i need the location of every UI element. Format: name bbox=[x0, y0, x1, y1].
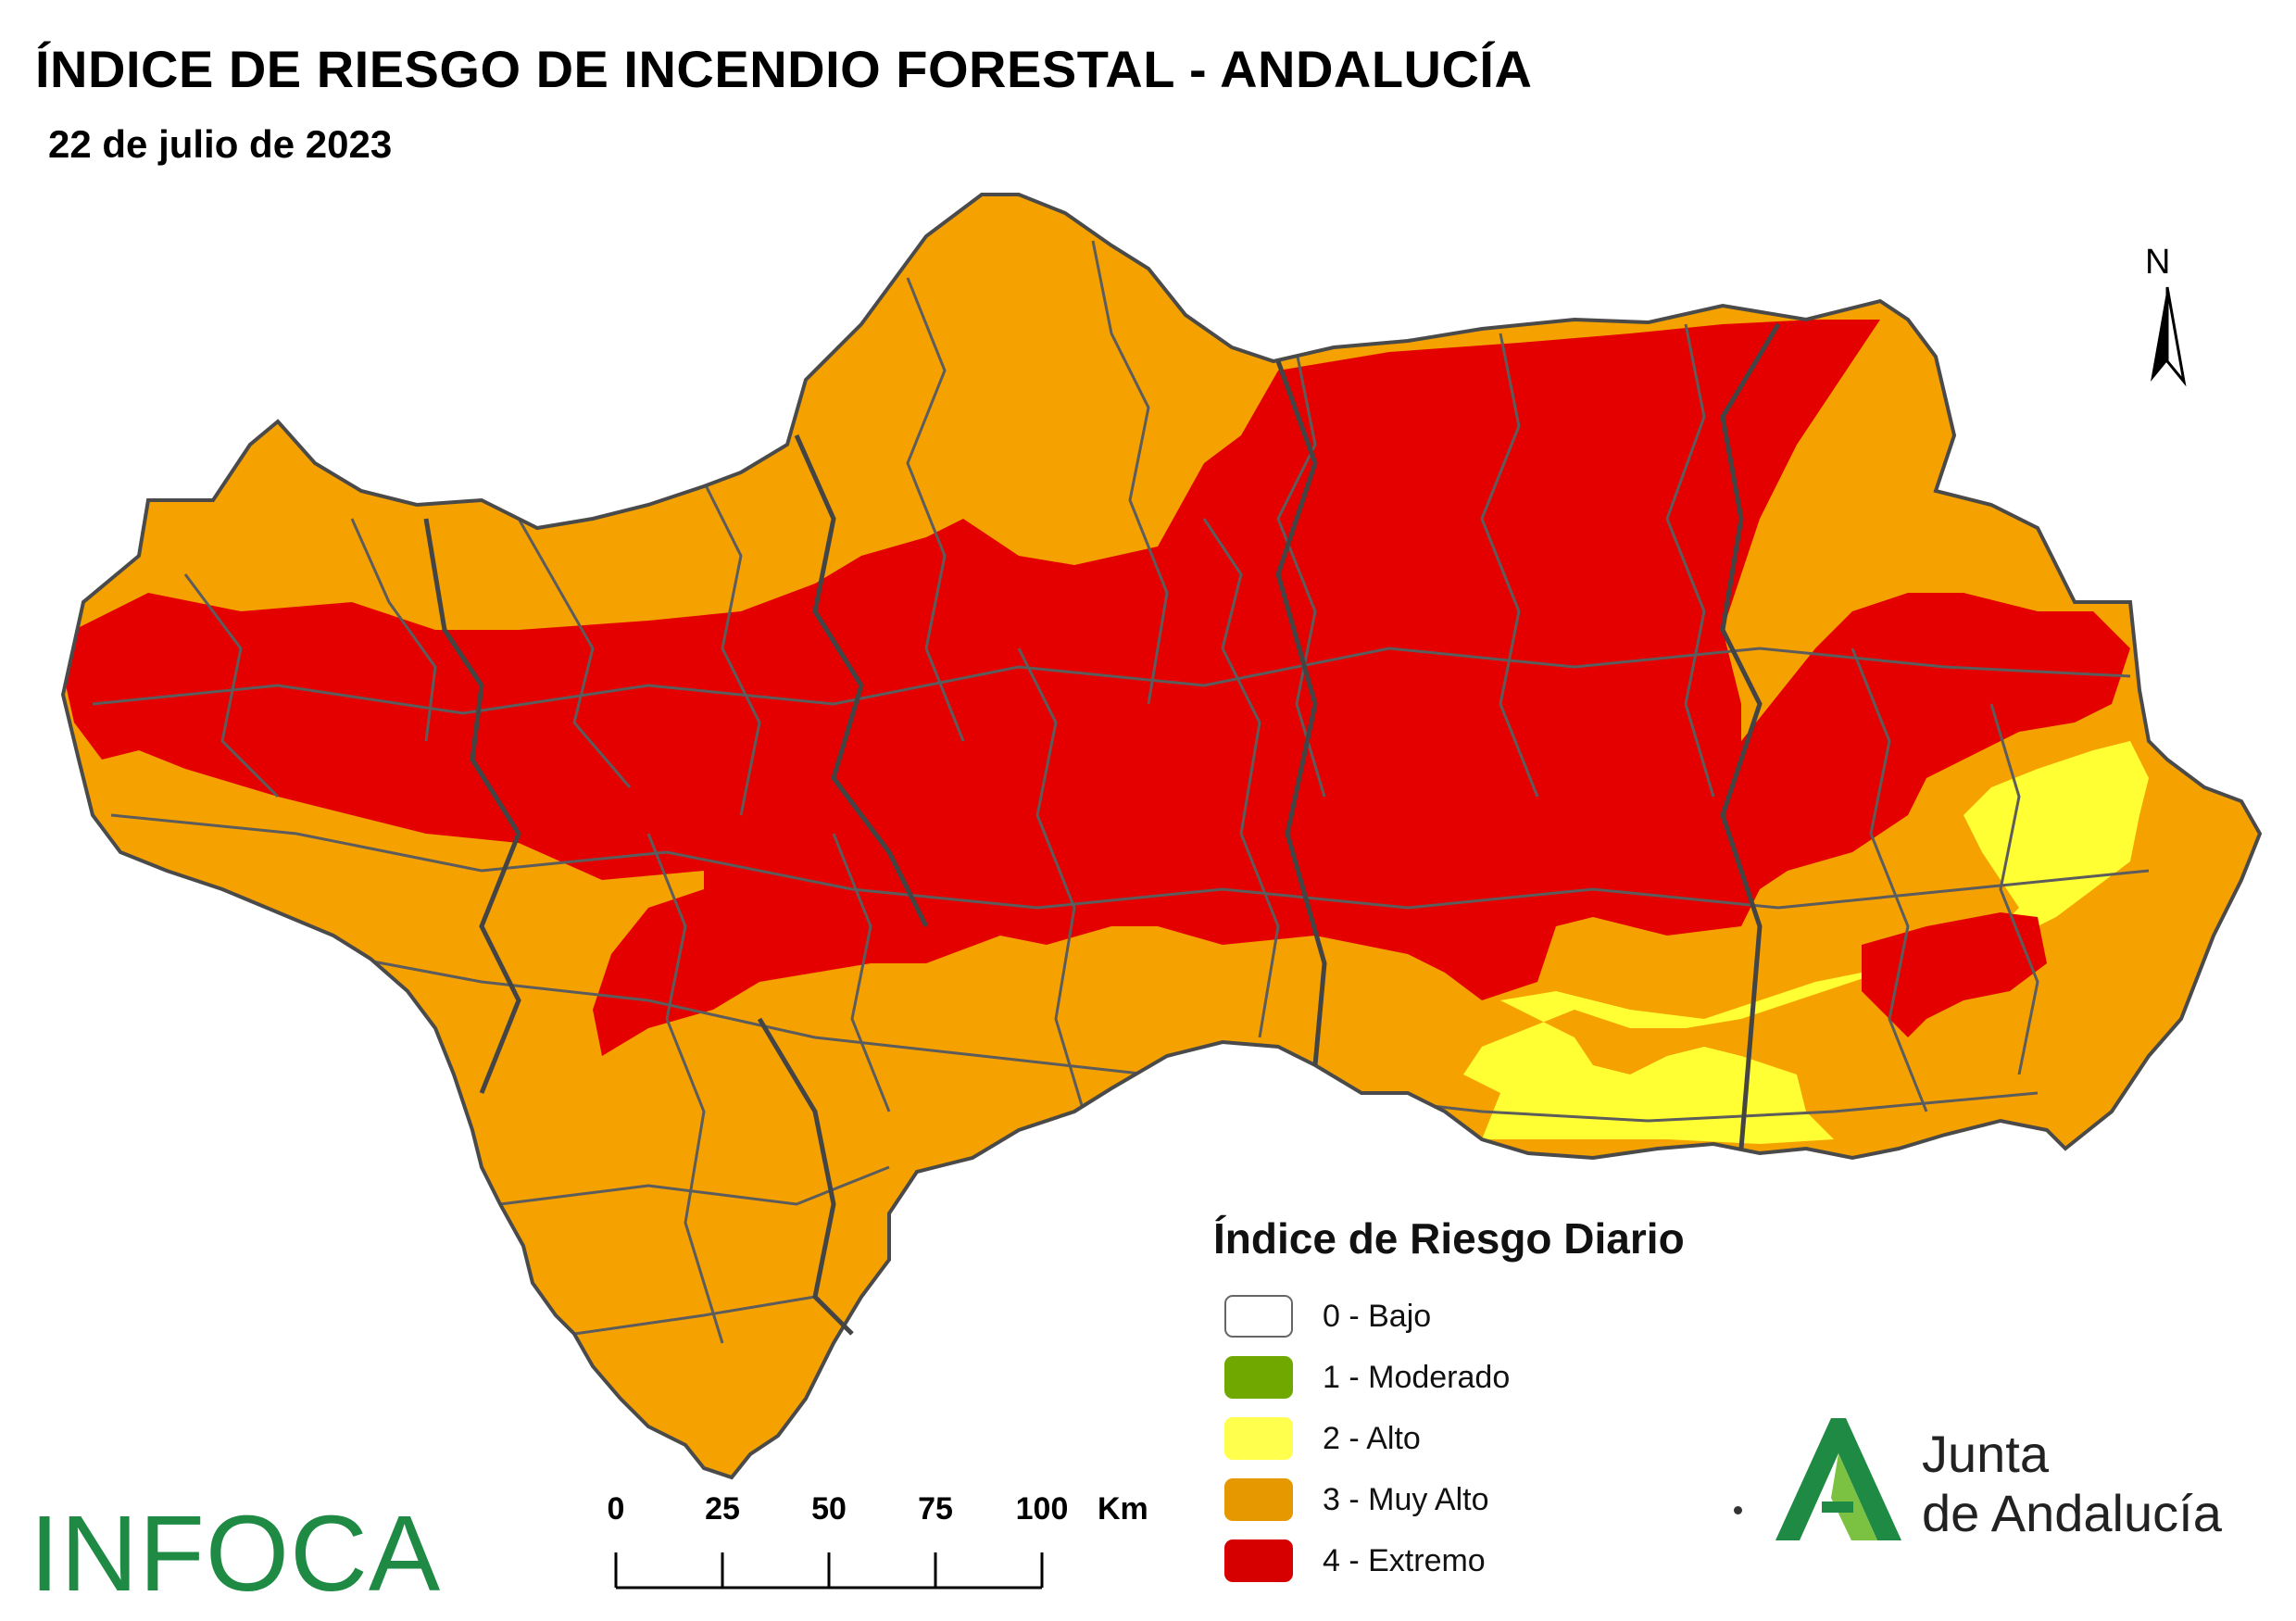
scale-tick-50: 50 bbox=[811, 1491, 847, 1527]
legend-swatch-moderado bbox=[1224, 1356, 1293, 1399]
scale-tick-0: 0 bbox=[607, 1491, 625, 1527]
map-title: ÍNDICE DE RIESGO DE INCENDIO FORESTAL - … bbox=[35, 40, 1533, 98]
legend-label-extremo: 4 - Extremo bbox=[1323, 1542, 1486, 1578]
legend-item-extremo: 4 - Extremo bbox=[1224, 1539, 1732, 1582]
junta-line2: de Andalucía bbox=[1922, 1484, 2222, 1542]
legend-swatch-extremo bbox=[1224, 1539, 1293, 1582]
legend-label-alto: 2 - Alto bbox=[1323, 1420, 1421, 1456]
scale-tick-25: 25 bbox=[705, 1491, 740, 1527]
scale-bar-line bbox=[614, 1552, 1044, 1590]
legend-label-bajo: 0 - Bajo bbox=[1323, 1298, 1432, 1334]
legend-swatch-bajo bbox=[1224, 1295, 1293, 1338]
legend-item-muy-alto: 3 - Muy Alto bbox=[1224, 1478, 1732, 1521]
legend-swatch-alto bbox=[1224, 1417, 1293, 1460]
junta-andalucia-logo-text: Junta de Andalucía bbox=[1922, 1425, 2222, 1543]
legend-title: Índice de Riesgo Diario bbox=[1213, 1214, 1685, 1263]
scale-tick-75: 75 bbox=[918, 1491, 953, 1527]
legend-label-moderado: 1 - Moderado bbox=[1323, 1359, 1511, 1395]
north-arrow-icon bbox=[2151, 286, 2187, 387]
scale-unit: Km bbox=[1098, 1491, 1148, 1527]
legend-item-alto: 2 - Alto bbox=[1224, 1417, 1732, 1460]
map-date: 22 de julio de 2023 bbox=[48, 122, 393, 166]
legend-label-muy-alto: 3 - Muy Alto bbox=[1323, 1481, 1489, 1517]
junta-andalucia-logo-icon bbox=[1775, 1418, 1901, 1540]
legend: Índice de Riesgo Diario 0 - Bajo 1 - Mod… bbox=[1213, 1213, 1732, 1601]
north-label: N bbox=[2145, 243, 2171, 282]
legend-swatch-muy-alto bbox=[1224, 1478, 1293, 1521]
scale-tick-100: 100 bbox=[1015, 1491, 1069, 1527]
legend-item-bajo: 0 - Bajo bbox=[1224, 1295, 1732, 1338]
legend-item-moderado: 1 - Moderado bbox=[1224, 1356, 1732, 1399]
infoca-logo: INFOCA bbox=[30, 1493, 442, 1614]
map-dot bbox=[1734, 1506, 1742, 1514]
scale-bar: 0 25 50 75 100 Km bbox=[593, 1491, 1167, 1602]
junta-line1: Junta bbox=[1922, 1425, 2049, 1483]
